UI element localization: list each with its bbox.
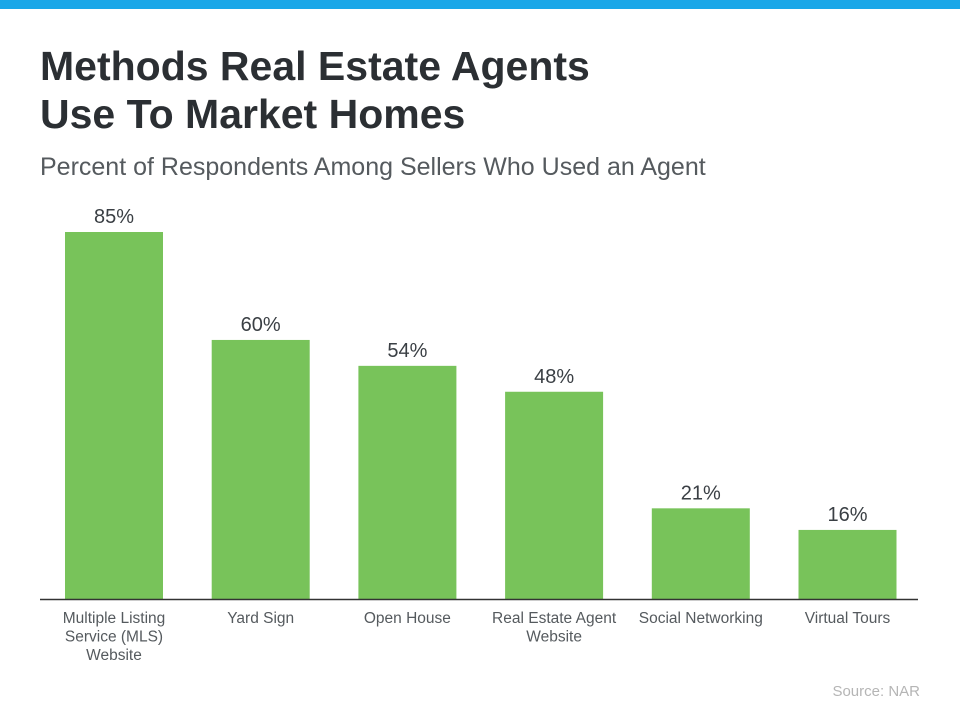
category-label: Service (MLS) — [65, 629, 163, 646]
category-label: Virtual Tours — [805, 610, 891, 627]
title-line-1: Methods Real Estate Agents — [40, 43, 590, 89]
title-line-2: Use To Market Homes — [40, 91, 466, 137]
category-label: Real Estate Agent — [492, 610, 617, 627]
data-label: 85% — [94, 206, 134, 228]
data-label: 54% — [387, 340, 427, 362]
bar — [505, 391, 604, 599]
category-label: Social Networking — [639, 610, 763, 627]
data-label: 16% — [827, 504, 867, 526]
bar — [65, 232, 163, 599]
data-label: 60% — [241, 314, 281, 336]
top-accent-bar — [0, 0, 960, 9]
bar — [211, 339, 310, 599]
source-note: Source: NAR — [832, 683, 920, 700]
page-title: Methods Real Estate Agents Use To Market… — [40, 42, 900, 138]
data-label: 48% — [534, 366, 574, 388]
category-label: Multiple Listing — [63, 610, 166, 627]
category-label: Website — [86, 647, 142, 664]
bar — [798, 529, 897, 599]
data-label: 21% — [681, 482, 721, 504]
category-label: Yard Sign — [227, 610, 294, 627]
category-label: Website — [526, 629, 582, 646]
bar — [358, 365, 457, 599]
bar — [651, 508, 750, 599]
chart-subtitle: Percent of Respondents Among Sellers Who… — [40, 153, 706, 181]
category-label: Open House — [364, 610, 451, 627]
